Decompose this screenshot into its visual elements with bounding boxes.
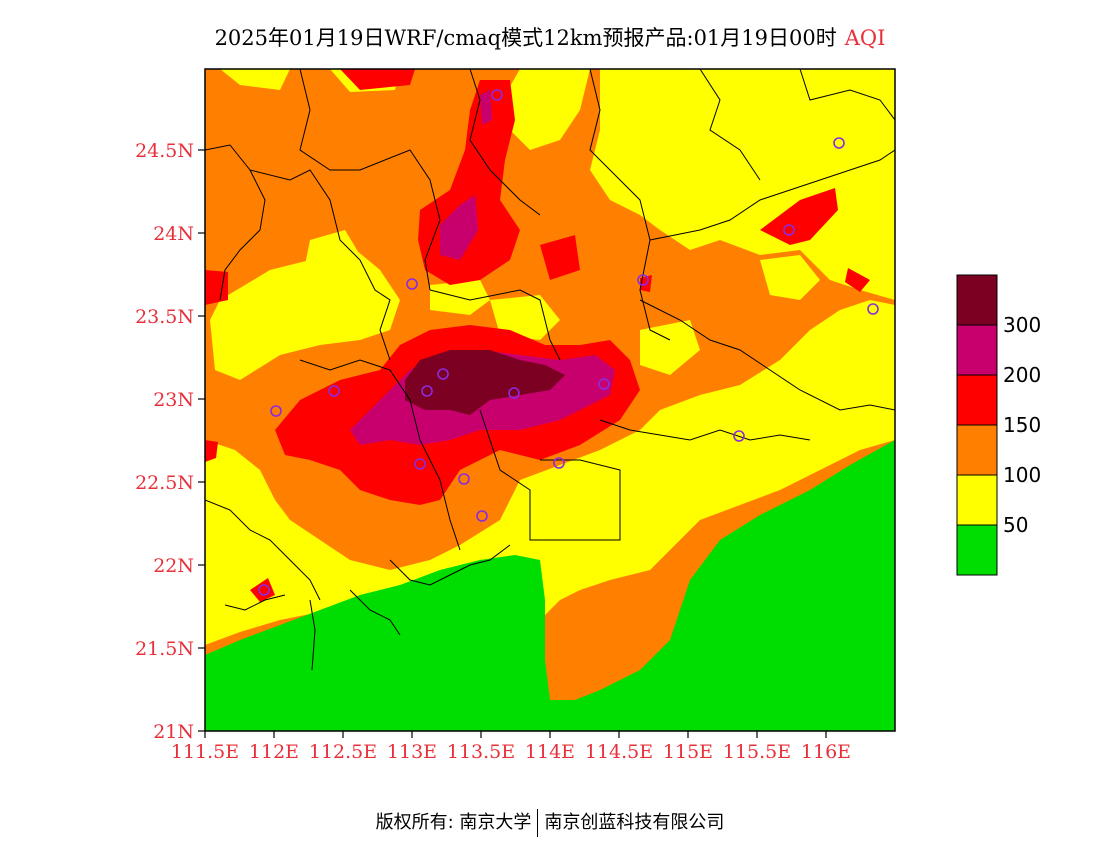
aqi-field <box>205 69 895 731</box>
station-marker <box>733 430 745 442</box>
station-marker <box>437 368 449 380</box>
x-tick-label: 116E <box>801 741 851 763</box>
footer-left: 版权所有: 南京大学 <box>375 812 532 833</box>
station-marker <box>476 510 488 522</box>
x-tick-label: 115.5E <box>723 741 791 763</box>
x-axis: 111.5E 112E 112.5E 113E 113.5E 114E 114.5E 115E… <box>171 731 851 763</box>
map-title: 2025年01月19日WRF/cmaq模式12km预报产品:01月19日00时 A… <box>0 22 1100 52</box>
boundary-lines <box>205 69 895 671</box>
station-marker <box>421 385 433 397</box>
station-marker <box>328 385 340 397</box>
x-tick-label: 111.5E <box>171 741 239 763</box>
legend-label: 100 <box>1003 463 1041 487</box>
aqi-band-300-plus <box>405 350 565 415</box>
x-tick-label: 114E <box>525 741 575 763</box>
station-marker <box>458 473 470 485</box>
station-marker <box>553 457 565 469</box>
station-marker <box>491 89 503 101</box>
station-marker <box>270 405 282 417</box>
x-tick-label: 112.5E <box>309 741 377 763</box>
footer-separator <box>537 809 539 837</box>
title-variable: AQI <box>844 26 886 50</box>
aqi-band-0-50 <box>205 440 895 731</box>
aqi-legend: 50 100 150 200 300 <box>956 274 1041 576</box>
y-tick-label: 23.5N <box>135 306 194 328</box>
station-markers <box>258 89 879 596</box>
x-tick-label: 113.5E <box>447 741 515 763</box>
x-tick-label: 112E <box>249 741 299 763</box>
y-tick-label: 22.5N <box>135 472 194 494</box>
legend-swatch <box>956 524 998 576</box>
station-marker <box>598 378 610 390</box>
legend-swatch <box>956 374 998 426</box>
x-tick-label: 115E <box>663 741 713 763</box>
station-marker <box>258 584 270 596</box>
station-marker <box>783 224 795 236</box>
station-marker <box>406 278 418 290</box>
legend-swatch <box>956 274 998 326</box>
x-tick-label: 113E <box>387 741 437 763</box>
legend-label: 200 <box>1003 363 1041 387</box>
copyright-footer: 版权所有: 南京大学 南京创蓝科技有限公司 <box>0 808 1100 837</box>
legend-swatch <box>956 424 998 476</box>
title-main: 2025年01月19日WRF/cmaq模式12km预报产品:01月19日00时 <box>214 26 837 50</box>
station-marker <box>833 137 845 149</box>
y-axis: 21N 21.5N 22N 22.5N 23N 23.5N 24N 24.5N <box>135 140 205 743</box>
footer-right: 南京创蓝科技有限公司 <box>544 812 725 833</box>
y-tick-label: 24.5N <box>135 140 194 162</box>
legend-label: 300 <box>1003 313 1041 337</box>
legend-label: 50 <box>1003 513 1028 537</box>
y-tick-label: 22N <box>153 555 194 577</box>
y-tick-label: 24N <box>153 223 194 245</box>
y-tick-label: 21N <box>153 721 194 743</box>
station-marker <box>637 274 649 286</box>
station-marker <box>508 387 520 399</box>
station-marker <box>867 303 879 315</box>
y-tick-label: 21.5N <box>135 638 194 660</box>
legend-swatch <box>956 324 998 376</box>
legend-label: 150 <box>1003 413 1041 437</box>
legend-swatch <box>956 474 998 526</box>
station-marker <box>414 458 426 470</box>
y-tick-label: 23N <box>153 389 194 411</box>
x-tick-label: 114.5E <box>585 741 653 763</box>
